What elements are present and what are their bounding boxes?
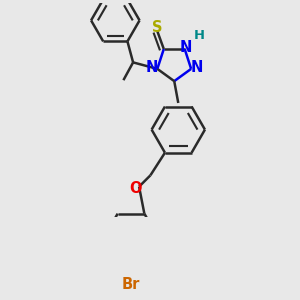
Text: Br: Br [122,277,140,292]
Text: H: H [194,29,205,42]
Text: N: N [146,60,158,75]
Text: S: S [152,20,163,35]
Text: N: N [179,40,192,55]
Text: N: N [190,60,203,75]
Text: O: O [129,181,141,196]
